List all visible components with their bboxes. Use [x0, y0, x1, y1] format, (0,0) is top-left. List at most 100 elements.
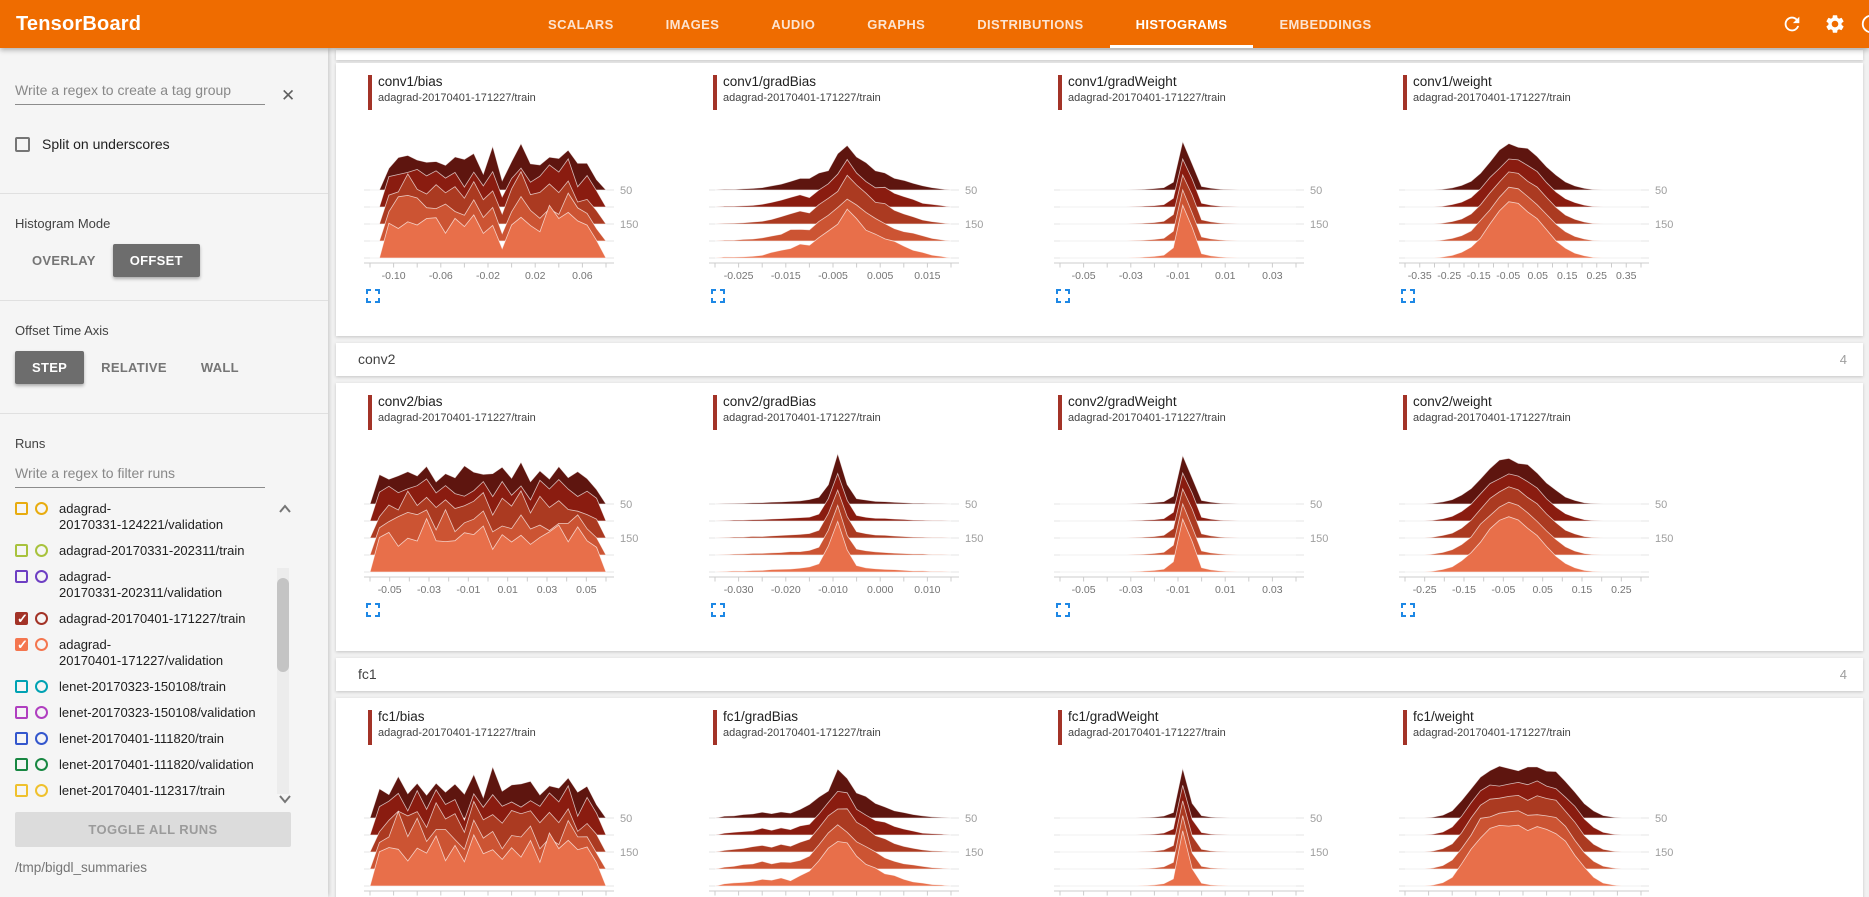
svg-text:-0.01: -0.01 [1166, 270, 1190, 282]
expand-fullscreen-icon[interactable] [1401, 289, 1415, 303]
expand-fullscreen-icon[interactable] [1401, 603, 1415, 617]
run-color-radio-icon[interactable] [35, 570, 48, 583]
run-item[interactable]: lenet-20170323-150108/train [15, 674, 271, 700]
histogram-card-conv2-gradWeight: conv2/gradWeight adagrad-20170401-171227/… [1042, 383, 1380, 651]
runs-filter-input[interactable] [15, 463, 265, 488]
close-x-icon[interactable]: ✕ [281, 86, 296, 105]
expand-fullscreen-icon[interactable] [366, 603, 380, 617]
run-item[interactable]: lenet-20170323-150108/validation [15, 700, 271, 726]
expand-fullscreen-icon[interactable] [366, 289, 380, 303]
svg-text:50: 50 [620, 185, 632, 197]
title-accent-bar [368, 710, 372, 745]
run-color-radio-icon[interactable] [35, 680, 48, 693]
histogram-chart: 50 150 -0.05 -0.03 -0.01 0.01 0.03 [1054, 140, 1328, 282]
scroll-down-icon[interactable] [278, 794, 292, 804]
runs-scrollbar-thumb[interactable] [277, 578, 289, 672]
run-color-radio-icon[interactable] [35, 784, 48, 797]
svg-text:-0.015: -0.015 [771, 270, 801, 282]
axis-relative[interactable]: RELATIVE [101, 360, 167, 375]
refresh-icon[interactable] [1781, 13, 1803, 35]
expand-fullscreen-icon[interactable] [711, 289, 725, 303]
run-item[interactable]: lenet-20170401-111820/validation [15, 752, 271, 778]
run-color-radio-icon[interactable] [35, 732, 48, 745]
settings-gear-icon[interactable] [1824, 13, 1846, 35]
checkbox-icon[interactable] [15, 502, 28, 515]
checkbox-icon[interactable] [15, 544, 28, 557]
run-color-radio-icon[interactable] [35, 758, 48, 771]
histogram-chart: 50 150 -0.025 -0.015 -0.005 0.005 0.015 [709, 144, 983, 282]
svg-text:150: 150 [1310, 219, 1328, 231]
chart-run-subtitle: adagrad-20170401-171227/train [1068, 412, 1226, 424]
tab-histograms[interactable]: HISTOGRAMS [1110, 0, 1254, 48]
title-accent-bar [1403, 395, 1407, 430]
run-color-radio-icon[interactable] [35, 638, 48, 651]
tab-images[interactable]: IMAGES [665, 17, 720, 32]
histogram-chart: 50 150 [364, 765, 638, 896]
tab-scalars[interactable]: SCALARS [548, 17, 614, 32]
axis-step[interactable]: STEP [15, 351, 85, 384]
svg-text:50: 50 [1655, 185, 1667, 197]
checkbox-icon[interactable] [15, 706, 28, 719]
expand-fullscreen-icon[interactable] [711, 603, 725, 617]
expand-fullscreen-icon[interactable] [1056, 289, 1070, 303]
chart-title: fc1/gradBias [723, 709, 799, 724]
run-item[interactable]: lenet-20170401-111820/train [15, 726, 271, 752]
svg-text:0.25: 0.25 [1611, 584, 1632, 596]
checkbox-icon[interactable] [15, 784, 28, 797]
run-item[interactable]: ✓ adagrad-20170401-171227/train [15, 606, 271, 632]
scroll-up-icon[interactable] [278, 504, 292, 514]
run-label: adagrad-20170331-202311/train [59, 543, 245, 558]
tab-embeddings[interactable]: EMBEDDINGS [1279, 17, 1372, 32]
mode-offset[interactable]: OFFSET [112, 244, 200, 277]
run-item[interactable]: adagrad- 20170331-124221/validation [15, 496, 271, 538]
svg-text:50: 50 [1310, 499, 1322, 511]
tab-distributions[interactable]: DISTRIBUTIONS [977, 17, 1084, 32]
histogram-card-conv2-weight: conv2/weight adagrad-20170401-171227/trai… [1387, 383, 1725, 651]
svg-text:-0.025: -0.025 [724, 270, 754, 282]
run-color-radio-icon[interactable] [35, 706, 48, 719]
svg-text:0.03: 0.03 [1262, 584, 1283, 596]
tab-graphs[interactable]: GRAPHS [867, 17, 926, 32]
checkbox-box[interactable] [15, 136, 30, 152]
chart-title-block: fc1/weight adagrad-20170401-171227/train [1403, 709, 1571, 745]
tag-regex-input[interactable] [15, 80, 265, 105]
histogram-card-conv1-weight: conv1/weight adagrad-20170401-171227/trai… [1387, 63, 1725, 336]
run-color-radio-icon[interactable] [35, 544, 48, 557]
mode-overlay[interactable]: OVERLAY [32, 253, 96, 268]
tab-audio[interactable]: AUDIO [771, 17, 816, 32]
svg-text:50: 50 [965, 813, 977, 825]
checkbox-icon[interactable] [15, 570, 28, 583]
title-accent-bar [1058, 710, 1062, 745]
section-header-fc1[interactable]: fc1 4 [336, 658, 1863, 691]
checkbox-checked-icon[interactable]: ✓ [15, 611, 28, 626]
svg-text:50: 50 [965, 499, 977, 511]
runs-label: Runs [15, 436, 46, 451]
section-chart-count: 4 [1839, 667, 1847, 682]
run-item[interactable]: adagrad-20170331-202311/train [15, 538, 271, 564]
help-icon[interactable] [1860, 13, 1869, 35]
svg-text:-0.020: -0.020 [771, 584, 801, 596]
checkbox-icon[interactable] [15, 758, 28, 771]
run-label: adagrad-20170401-171227/train [59, 611, 246, 626]
checkbox-checked-icon[interactable]: ✓ [15, 637, 28, 652]
checkbox-icon[interactable] [15, 680, 28, 693]
svg-text:-0.10: -0.10 [382, 270, 406, 282]
chart-title-block: conv1/gradBias adagrad-20170401-171227/tr… [713, 74, 881, 110]
histogram-card-fc1-gradBias: fc1/gradBias adagrad-20170401-171227/trai… [697, 698, 1035, 897]
svg-text:-0.005: -0.005 [818, 270, 848, 282]
expand-fullscreen-icon[interactable] [1056, 603, 1070, 617]
run-item[interactable]: lenet-20170401-112317/train [15, 778, 271, 804]
run-item[interactable]: ✓ adagrad- 20170401-171227/validation [15, 632, 271, 674]
toggle-all-runs-button[interactable]: TOGGLE ALL RUNS [15, 812, 291, 847]
run-color-radio-icon[interactable] [35, 612, 48, 625]
section-header-conv2[interactable]: conv2 4 [336, 343, 1863, 376]
title-accent-bar [713, 75, 717, 110]
split-underscores-checkbox[interactable]: Split on underscores [15, 136, 170, 152]
chart-run-subtitle: adagrad-20170401-171227/train [723, 92, 881, 104]
svg-text:-0.05: -0.05 [1491, 584, 1515, 596]
run-item[interactable]: adagrad- 20170331-202311/validation [15, 564, 271, 606]
svg-text:0.05: 0.05 [1528, 270, 1549, 282]
run-color-radio-icon[interactable] [35, 502, 48, 515]
axis-wall[interactable]: WALL [200, 360, 239, 375]
checkbox-icon[interactable] [15, 732, 28, 745]
